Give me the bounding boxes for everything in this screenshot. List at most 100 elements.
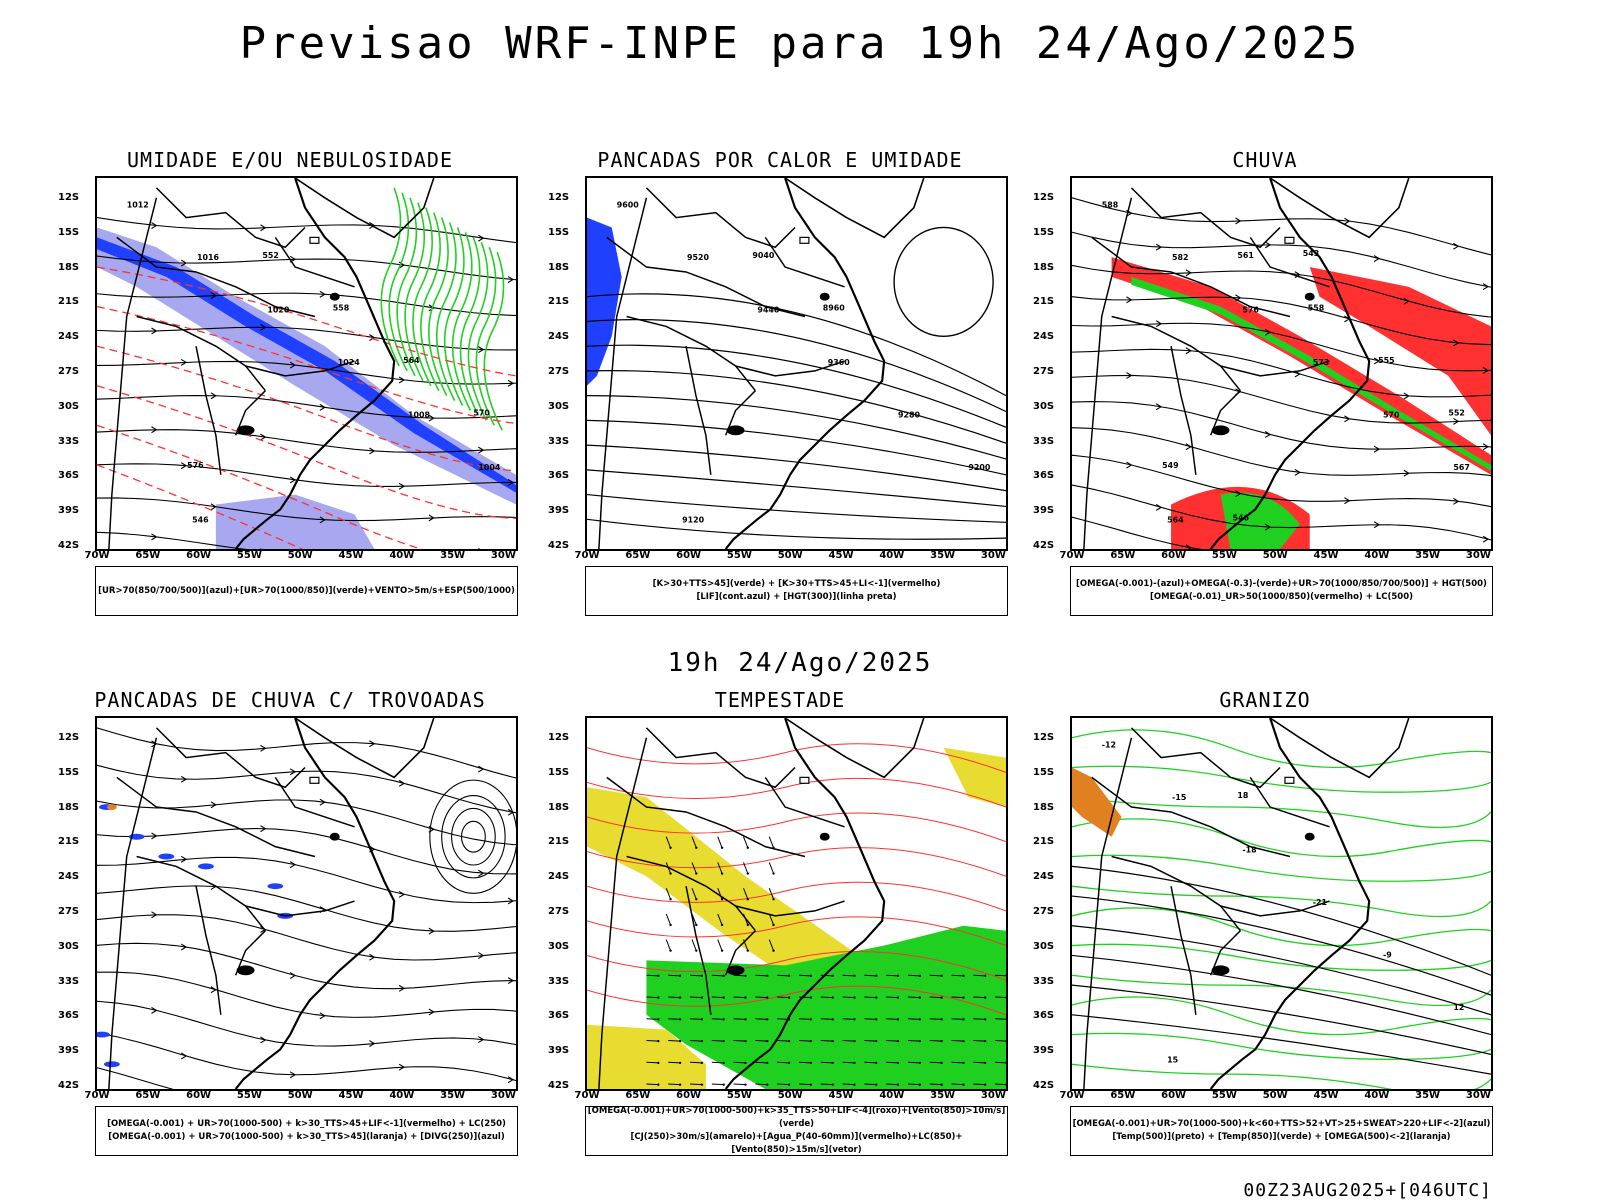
- lat-tick-label: 18S: [1033, 262, 1054, 273]
- lat-tick-label: 36S: [1033, 1010, 1054, 1021]
- lon-tick-label: 70W: [85, 550, 110, 561]
- legend-line: [OMEGA(-0.001)+UR>70(1000-500)+k<60+TTS>…: [1073, 1118, 1491, 1131]
- panel-title: GRANIZO: [1025, 688, 1505, 712]
- lat-tick-label: 33S: [1033, 976, 1054, 987]
- lon-tick-label: 30W: [981, 550, 1006, 561]
- lat-tick-label: 36S: [548, 470, 569, 481]
- map-legend: [OMEGA(-0.001)+UR>70(1000-500)+k<60+TTS>…: [1070, 1106, 1493, 1156]
- lat-tick-label: 15S: [548, 227, 569, 238]
- lat-tick-label: 36S: [58, 470, 79, 481]
- contour-label: 576: [187, 461, 204, 470]
- lon-tick-label: 45W: [1314, 1090, 1339, 1101]
- lon-tick-label: 40W: [879, 550, 904, 561]
- lon-tick-label: 50W: [1263, 1090, 1288, 1101]
- lon-tick-label: 65W: [625, 1090, 650, 1101]
- lat-tick-label: 21S: [1033, 836, 1054, 847]
- lon-tick-label: 30W: [1466, 1090, 1491, 1101]
- contour-label: 582: [1172, 253, 1189, 262]
- lon-tick-label: 35W: [440, 1090, 465, 1101]
- legend-line: [OMEGA(-0.001)+UR>70(1000-500)+k>35_TTS>…: [586, 1105, 1007, 1131]
- lat-tick-label: 33S: [548, 436, 569, 447]
- cyclone-circulation: [430, 780, 516, 893]
- lat-tick-label: 18S: [58, 262, 79, 273]
- lat-tick-label: 24S: [548, 331, 569, 342]
- contour-label: 555: [1378, 356, 1395, 365]
- lon-tick-label: 30W: [491, 550, 516, 561]
- panel-title: PANCADAS DE CHUVA C/ TROVOADAS: [50, 688, 530, 712]
- lat-tick-label: 36S: [548, 1010, 569, 1021]
- contour-label: 12: [1453, 1003, 1464, 1012]
- lon-tick-label: 70W: [85, 1090, 110, 1101]
- lon-tick-label: 55W: [237, 550, 262, 561]
- lon-tick-label: 30W: [981, 1090, 1006, 1101]
- lat-tick-label: 30S: [1033, 941, 1054, 952]
- lat-tick-label: 12S: [58, 192, 79, 203]
- lon-tick-label: 35W: [930, 1090, 955, 1101]
- contour-label: 552: [1448, 408, 1465, 417]
- map-geography: [599, 178, 924, 549]
- legend-line: [CJ(250)>30m/s](amarelo)+[Agua_P(40-60mm…: [586, 1131, 1007, 1157]
- lon-tick-label: 40W: [389, 550, 414, 561]
- lon-tick-label: 65W: [1110, 550, 1135, 561]
- lon-tick-label: 45W: [339, 550, 364, 561]
- lon-tick-label: 60W: [676, 1090, 701, 1101]
- lat-tick-label: 39S: [548, 1045, 569, 1056]
- contour-label: -12: [1102, 741, 1116, 750]
- lat-tick-label: 33S: [58, 436, 79, 447]
- contour-label: 588: [1102, 201, 1119, 210]
- lon-tick-label: 65W: [135, 550, 160, 561]
- orange-cell: [107, 804, 117, 810]
- lat-tick-label: 12S: [1033, 192, 1054, 203]
- contour-label: 1004: [478, 463, 501, 472]
- lat-tick-label: 39S: [1033, 505, 1054, 516]
- lon-tick-label: 55W: [1212, 1090, 1237, 1101]
- lon-tick-label: 45W: [829, 550, 854, 561]
- legend-line: [OMEGA(-0.001)-(azul)+OMEGA(-0.3)-(verde…: [1076, 578, 1487, 591]
- lon-tick-label: 55W: [1212, 550, 1237, 561]
- lat-tick-label: 18S: [1033, 802, 1054, 813]
- map-legend: [OMEGA(-0.001) + UR>70(1000-500) + k>30_…: [95, 1106, 518, 1156]
- contour-label: -15: [1172, 793, 1186, 802]
- lon-tick-label: 55W: [727, 550, 752, 561]
- lon-tick-label: 35W: [930, 550, 955, 561]
- forecast-map: [95, 716, 518, 1091]
- lon-tick-label: 50W: [288, 1090, 313, 1101]
- lon-tick-label: 45W: [1314, 550, 1339, 561]
- lat-tick-label: 27S: [548, 906, 569, 917]
- lon-tick-label: 40W: [879, 1090, 904, 1101]
- contour-label: 9040: [752, 251, 775, 260]
- streamlines: [97, 728, 516, 1089]
- lon-tick-label: 65W: [625, 550, 650, 561]
- lat-tick-label: 15S: [1033, 767, 1054, 778]
- lon-tick-label: 60W: [1161, 1090, 1186, 1101]
- lat-tick-label: 42S: [548, 540, 569, 551]
- hgt300-contours: [587, 227, 1006, 539]
- jet-stream-yellow-ne: [944, 748, 1006, 807]
- lon-tick-label: 60W: [1161, 550, 1186, 561]
- lat-tick-label: 30S: [58, 941, 79, 952]
- contour-label: 570: [473, 408, 490, 417]
- contour-label: 8960: [823, 304, 846, 313]
- legend-line: [K>30+TTS>45](verde) + [K>30+TTS>45+LI<-…: [653, 578, 941, 591]
- lat-tick-label: 42S: [1033, 1080, 1054, 1091]
- contour-label: 1008: [408, 410, 431, 419]
- forecast-time-title: 19h 24/Ago/2025: [0, 648, 1600, 678]
- contour-label: 1012: [127, 201, 149, 210]
- map-legend: [UR>70(850/700/500)](azul)+[UR>70(1000/8…: [95, 566, 518, 616]
- contour-label: 9520: [687, 253, 710, 262]
- lat-tick-label: 36S: [58, 1010, 79, 1021]
- lat-tick-label: 39S: [1033, 1045, 1054, 1056]
- lon-tick-label: 30W: [491, 1090, 516, 1101]
- lat-tick-label: 30S: [548, 401, 569, 412]
- lat-tick-label: 33S: [548, 976, 569, 987]
- legend-line: [LIF](cont.azul) + [HGT(300)](linha pret…: [696, 591, 896, 604]
- lon-tick-label: 45W: [339, 1090, 364, 1101]
- lat-tick-label: 24S: [58, 871, 79, 882]
- lon-tick-label: 35W: [1415, 550, 1440, 561]
- lat-tick-label: 30S: [1033, 401, 1054, 412]
